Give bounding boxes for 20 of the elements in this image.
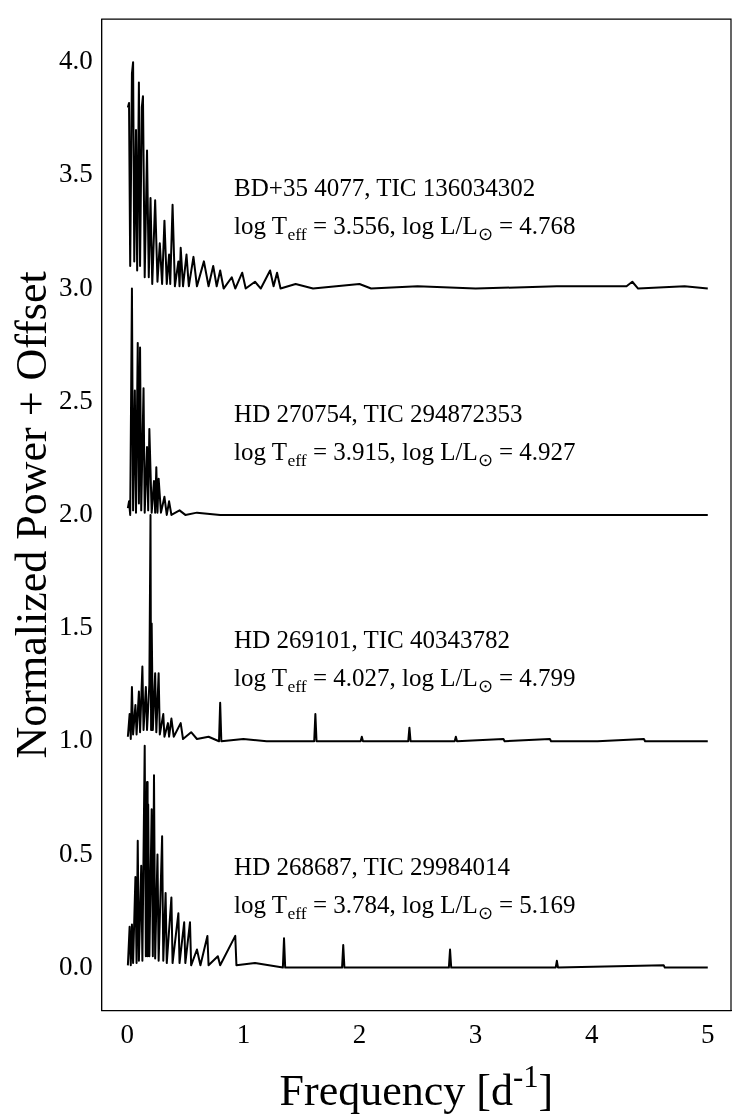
x-tick-label: 1 xyxy=(236,1018,251,1049)
y-axis-title: Normalized Power + Offset xyxy=(7,271,56,759)
annotation: HD 269101, TIC 40343782 xyxy=(234,626,511,654)
y-tick-label: 4.0 xyxy=(59,45,93,76)
annotation: HD 268687, TIC 29984014 xyxy=(234,852,511,880)
y-tick-label: 0.0 xyxy=(59,950,93,981)
y-tick-label: 1.0 xyxy=(59,724,93,755)
y-tick-label: 2.0 xyxy=(59,497,93,528)
x-tick-label: 0 xyxy=(120,1018,135,1049)
x-tick-label: 4 xyxy=(584,1018,599,1049)
y-tick-label: 0.5 xyxy=(59,837,93,868)
annotation: HD 270754, TIC 294872353 xyxy=(234,399,523,427)
annotation: BD+35 4077, TIC 136034302 xyxy=(234,173,536,201)
y-tick-label: 3.5 xyxy=(59,158,93,189)
x-tick-label: 2 xyxy=(352,1018,367,1049)
x-tick-label: 5 xyxy=(701,1018,715,1049)
y-tick-label: 3.0 xyxy=(59,271,93,302)
x-tick-label: 3 xyxy=(468,1018,483,1049)
y-tick-label: 2.5 xyxy=(59,384,93,415)
y-tick-label: 1.5 xyxy=(59,611,93,642)
